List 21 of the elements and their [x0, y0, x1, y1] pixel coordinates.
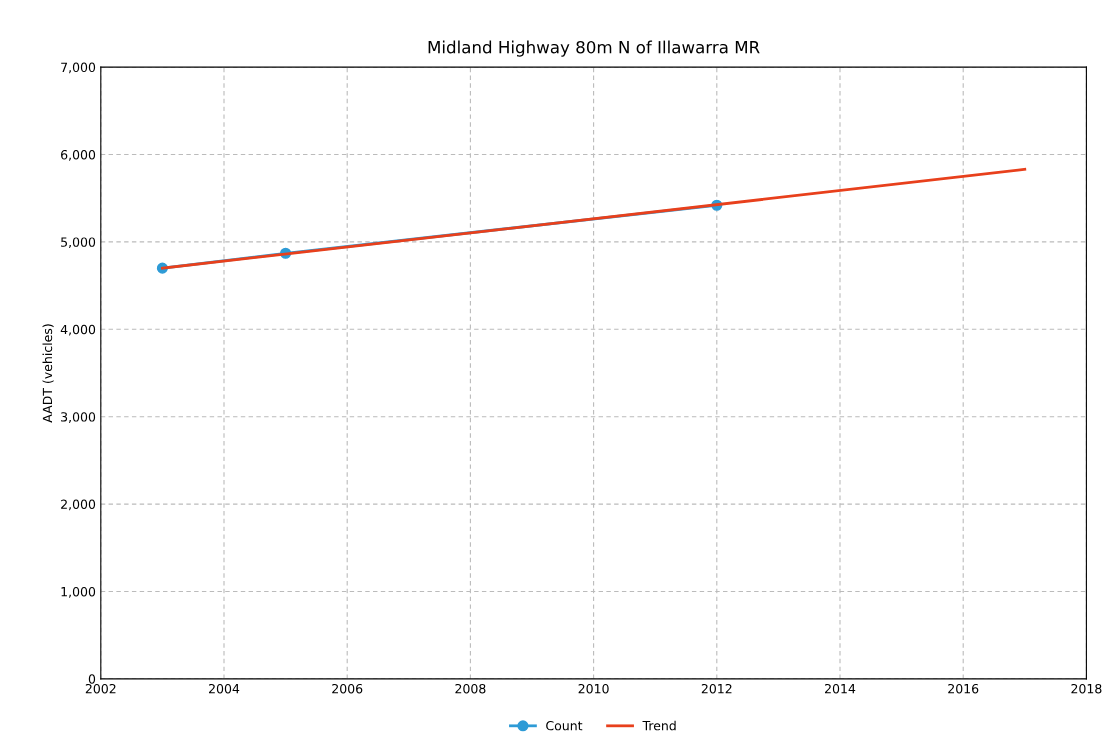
y-tick-label: 3,000 [61, 412, 96, 423]
legend-label: Count [546, 720, 583, 731]
y-tick-label: 6,000 [61, 150, 96, 161]
x-tick-label: 2014 [825, 683, 856, 694]
x-tick-label: 2016 [948, 683, 979, 694]
x-tick-label: 2012 [701, 683, 732, 694]
y-tick-label: 1,000 [61, 586, 96, 598]
y-tick-label: 0 [88, 674, 96, 684]
y-axis-title: AADT (vehicles) [42, 324, 54, 423]
legend-label: Trend [642, 720, 676, 731]
x-tick-label: 2004 [209, 683, 240, 694]
chart-title: Midland Highway 80m N of Illawarra MR [428, 40, 760, 57]
x-tick-label: 2006 [332, 683, 363, 694]
x-tick-label: 2002 [85, 683, 116, 694]
x-tick-label: 2010 [578, 683, 609, 694]
y-tick-label: 7,000 [61, 62, 96, 74]
y-tick-label: 2,000 [61, 499, 96, 511]
x-tick-label: 2018 [1071, 683, 1102, 694]
y-tick-label: 4,000 [60, 324, 96, 336]
y-tick-label: 5,000 [61, 237, 96, 249]
x-tick-label: 2008 [455, 683, 486, 694]
